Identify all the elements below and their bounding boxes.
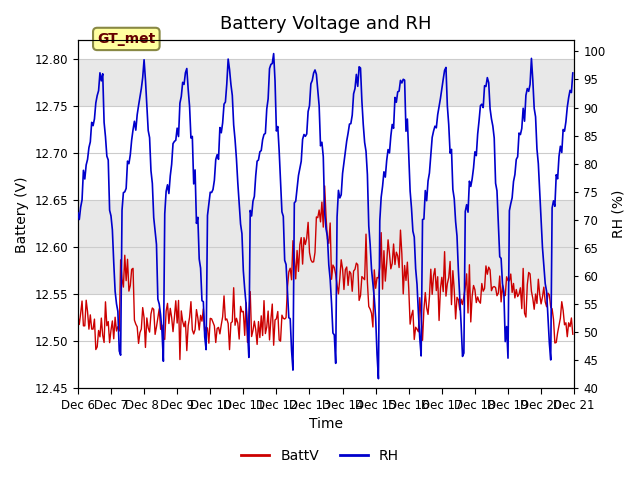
Bar <box>78 59 574 106</box>
Y-axis label: RH (%): RH (%) <box>611 190 625 239</box>
Legend: BattV, RH: BattV, RH <box>236 443 404 468</box>
Title: Battery Voltage and RH: Battery Voltage and RH <box>220 15 432 33</box>
Text: GT_met: GT_met <box>97 32 156 46</box>
Y-axis label: Battery (V): Battery (V) <box>15 176 29 252</box>
X-axis label: Time: Time <box>309 418 343 432</box>
Bar <box>78 200 574 294</box>
